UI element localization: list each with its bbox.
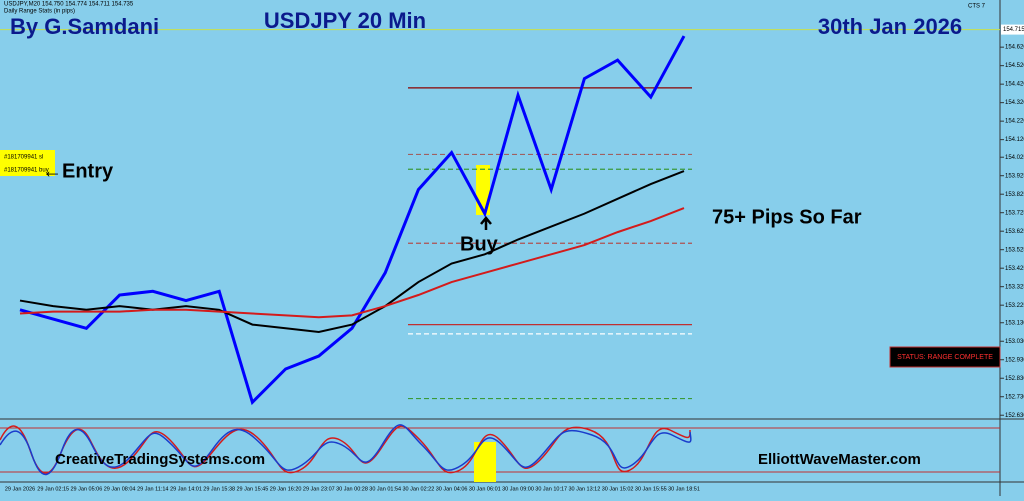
y-tick-label: 153.130 — [1005, 320, 1024, 326]
oscillator-panel — [0, 424, 1000, 482]
y-tick-label: 154.320 — [1005, 100, 1024, 106]
entry-box — [0, 150, 55, 176]
x-tick-label: 30 Jan 02:22 — [402, 486, 434, 492]
date: 30th Jan 2026 — [818, 14, 962, 39]
status: STATUS: RANGE COMPLETE — [897, 354, 993, 361]
x-tick-label: 29 Jan 15:38 — [203, 486, 235, 492]
symbol-info: USDJPY,M20 154.750 154.774 154.711 154.7… — [4, 2, 134, 8]
y-tick-label: 154.420 — [1005, 82, 1024, 88]
y-tick-label: 153.425 — [1005, 266, 1024, 272]
pips-label: 75+ Pips So Far — [712, 206, 862, 228]
x-tick-label: 29 Jan 16:20 — [270, 486, 302, 492]
indicator-tag: CTS 7 — [968, 4, 986, 10]
y-tick-label: 153.925 — [1005, 173, 1024, 179]
buy-arrow — [480, 216, 492, 230]
y-tick-label: 153.825 — [1005, 192, 1024, 198]
moving-average — [19, 170, 685, 334]
x-tick-label: 30 Jan 04:06 — [436, 486, 468, 492]
buy-highlight — [474, 442, 496, 482]
x-tick-label: 30 Jan 00:28 — [336, 486, 368, 492]
entry-tag: #181709941 sl — [4, 155, 43, 161]
x-tick-label: 29 Jan 11:14 — [137, 486, 168, 492]
x-tick-label: 29 Jan 2026 — [5, 486, 35, 492]
y-tick-label: 154.220 — [1005, 119, 1024, 125]
stats-label: Daily Range Stats (in pips) — [4, 9, 75, 15]
y-tick-label: 152.930 — [1005, 357, 1024, 363]
x-tick-label: 29 Jan 02:15 — [37, 486, 69, 492]
x-tick-label: 30 Jan 18:51 — [668, 486, 700, 492]
x-tick-label: 29 Jan 05:06 — [70, 486, 102, 492]
plot-background — [0, 0, 1000, 482]
x-tick-label: 30 Jan 10:17 — [535, 486, 567, 492]
x-tick-label: 30 Jan 09:00 — [502, 486, 534, 492]
entry-label: ←Entry — [42, 160, 114, 182]
x-tick-label: 30 Jan 15:55 — [635, 486, 667, 492]
status-box — [889, 346, 1001, 368]
buy-label: Buy — [460, 233, 499, 255]
y-tick-label: 154.120 — [1005, 137, 1024, 143]
levels — [0, 29, 1000, 400]
x-tick-label: 30 Jan 15:02 — [602, 486, 634, 492]
right-site: ElliottWaveMaster.com — [758, 451, 921, 468]
y-tick-label: 154.025 — [1005, 155, 1024, 161]
y-tick-label: 153.525 — [1005, 247, 1024, 253]
left-site: CreativeTradingSystems.com — [55, 451, 265, 468]
y-tick-label: 152.630 — [1005, 413, 1024, 419]
y-tick-label: 154.620 — [1005, 45, 1024, 51]
series — [19, 35, 686, 406]
x-tick-label: 29 Jan 15:45 — [236, 486, 268, 492]
x-tick-label: 29 Jan 08:04 — [104, 486, 136, 492]
entry-tag: #181709941 buy — [4, 168, 49, 174]
osc-line — [0, 424, 692, 476]
x-tick-label: 29 Jan 14:01 — [170, 486, 202, 492]
x-tick-label: 30 Jan 01:54 — [369, 486, 401, 492]
y-tick-label: 153.030 — [1005, 339, 1024, 345]
price-line — [19, 35, 686, 406]
y-tick-label: 153.625 — [1005, 229, 1024, 235]
y-tick-label: 153.225 — [1005, 303, 1024, 309]
current-price-box — [1001, 24, 1024, 35]
x-tick-label: 30 Jan 13:12 — [568, 486, 600, 492]
x-tick-label: 29 Jan 23:07 — [303, 486, 335, 492]
moving-average — [19, 207, 685, 319]
chart-title: USDJPY 20 Min — [264, 8, 426, 33]
y-tick-label: 152.730 — [1005, 394, 1024, 400]
y-tick-label: 152.830 — [1005, 376, 1024, 382]
y-tick-label: 153.725 — [1005, 210, 1024, 216]
y-tick-label: 153.325 — [1005, 284, 1024, 290]
current-price: 154.715 — [1003, 27, 1024, 33]
y-tick-label: 154.520 — [1005, 63, 1024, 69]
x-tick-label: 30 Jan 06:01 — [469, 486, 501, 492]
author: By G.Samdani — [10, 14, 159, 39]
